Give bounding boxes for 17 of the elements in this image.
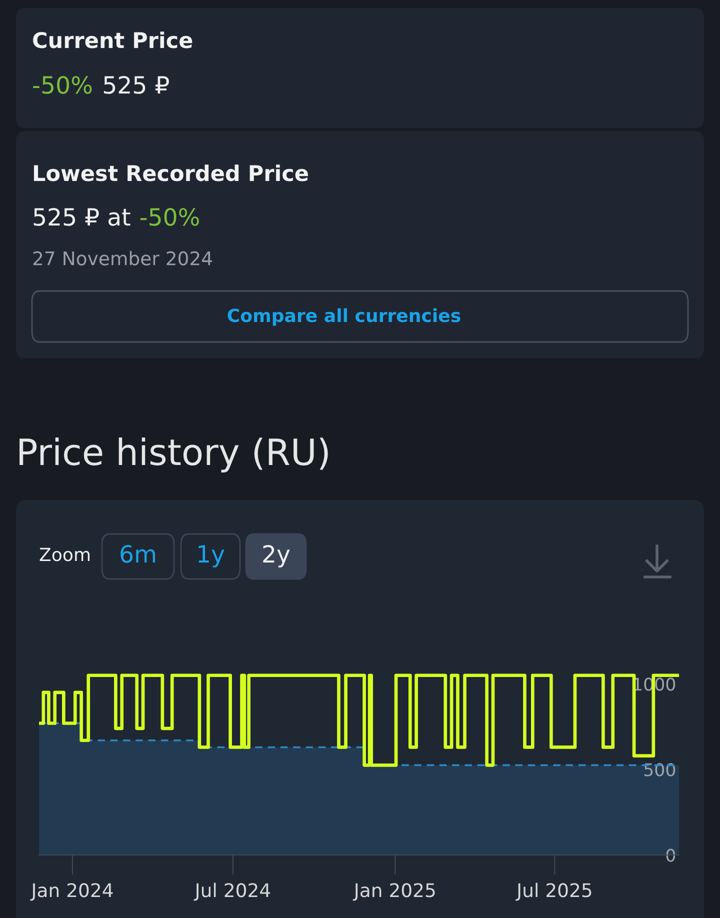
text: -50%	[140, 208, 199, 226]
annotation: 6m	[120, 544, 156, 563]
x-tick-label: Jan 2024	[30, 883, 113, 901]
annotation: 2y	[263, 544, 290, 568]
x-tick-label: Jul 2024	[194, 882, 270, 901]
x-tick-label: Jul 2025	[516, 882, 592, 901]
text: Compare all currencies	[228, 308, 460, 326]
x-tick-label: Jan 2025	[352, 883, 435, 901]
text: Lowest Recorded Price	[34, 164, 308, 182]
text: 525 ₽	[104, 76, 169, 94]
chart-title: Price history (RU)	[20, 438, 328, 472]
text: 27 November 2024	[33, 250, 212, 266]
text: -50%	[33, 76, 92, 94]
text: Current Price	[33, 32, 192, 48]
annotation: Zoom	[40, 548, 90, 562]
text: 525 ₽ at	[34, 208, 130, 226]
annotation: 1y	[198, 545, 224, 568]
